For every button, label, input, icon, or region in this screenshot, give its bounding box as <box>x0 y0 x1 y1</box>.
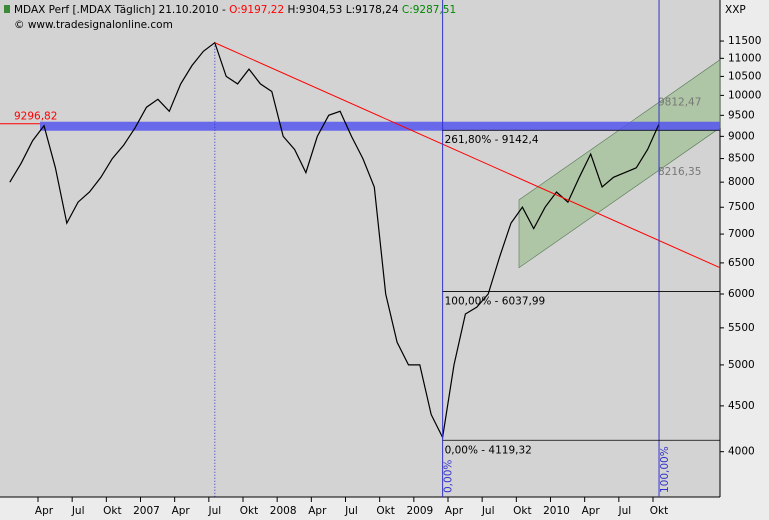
y-tick-label: 6500 <box>728 257 755 269</box>
x-tick-label: Jul <box>481 505 495 517</box>
fib-label: 261,80% - 9142,4 <box>445 134 539 146</box>
y-tick-label: 6000 <box>728 288 755 300</box>
y-tick-label: 10500 <box>728 70 761 82</box>
x-tick-label: Apr <box>582 505 601 517</box>
x-tick-label: Jul <box>207 505 221 517</box>
title-part: C:9287,51 <box>399 4 457 16</box>
y-tick-label: 9500 <box>728 109 755 121</box>
x-tick-label: Jul <box>617 505 631 517</box>
x-tick-label: Okt <box>103 505 121 517</box>
x-tick-label: 2009 <box>406 505 433 517</box>
x-tick-label: Apr <box>35 505 54 517</box>
fib-x-label: 0,00% <box>443 460 455 493</box>
level-band <box>40 121 720 131</box>
x-tick-label: Okt <box>376 505 394 517</box>
fib-label: 100,00% - 6037,99 <box>445 296 546 308</box>
x-tick-label: Apr <box>308 505 327 517</box>
chart-title: MDAX Perf [.MDAX Täglich] 21.10.2010 - O… <box>14 4 456 16</box>
x-tick-label: Okt <box>513 505 531 517</box>
y-tick-label: 10000 <box>728 89 761 101</box>
x-tick-label: Okt <box>650 505 668 517</box>
level-label: 9296,82 <box>14 111 57 123</box>
title-part: L:9178,24 <box>342 4 398 16</box>
channel-label: 8216,35 <box>658 166 701 178</box>
y-tick-label: 5000 <box>728 359 755 371</box>
x-tick-label: Okt <box>240 505 258 517</box>
price-line <box>9 41 660 440</box>
title-part: MDAX Perf [.MDAX Täglich] 21.10.2010 - <box>14 4 229 16</box>
y-tick-label: 8000 <box>728 176 755 188</box>
trendline <box>214 42 721 269</box>
icon <box>4 5 10 13</box>
title-part: H:9304,53 <box>284 4 342 16</box>
y-tick-label: 9000 <box>728 130 755 142</box>
x-tick-label: 2008 <box>270 505 297 517</box>
axis-label: XXP <box>725 4 746 16</box>
x-tick-label: 2007 <box>133 505 160 517</box>
x-tick-label: Jul <box>344 505 358 517</box>
plot-area <box>0 0 720 497</box>
y-tick-label: 7500 <box>728 201 755 213</box>
x-tick-label: Jul <box>71 505 85 517</box>
y-tick-label: 11500 <box>728 35 761 47</box>
fib-label: 0,00% - 4119,32 <box>445 444 532 456</box>
fib-x-label: 100,00% <box>659 446 671 493</box>
x-tick-label: 2010 <box>543 505 570 517</box>
y-tick-label: 4000 <box>728 446 755 458</box>
y-tick-label: 4500 <box>728 400 755 412</box>
channel-label: 9812,47 <box>658 97 701 109</box>
title-part: O:9197,22 <box>229 4 284 16</box>
x-tick-label: Apr <box>172 505 191 517</box>
x-tick-label: Apr <box>445 505 464 517</box>
subtitle: © www.tradesignalonline.com <box>14 19 173 31</box>
y-tick-label: 7000 <box>728 228 755 240</box>
y-tick-label: 8500 <box>728 153 755 165</box>
y-tick-label: 11000 <box>728 52 761 64</box>
y-tick-label: 5500 <box>728 322 755 334</box>
